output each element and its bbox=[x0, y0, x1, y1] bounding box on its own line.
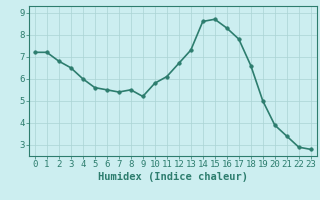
X-axis label: Humidex (Indice chaleur): Humidex (Indice chaleur) bbox=[98, 172, 248, 182]
